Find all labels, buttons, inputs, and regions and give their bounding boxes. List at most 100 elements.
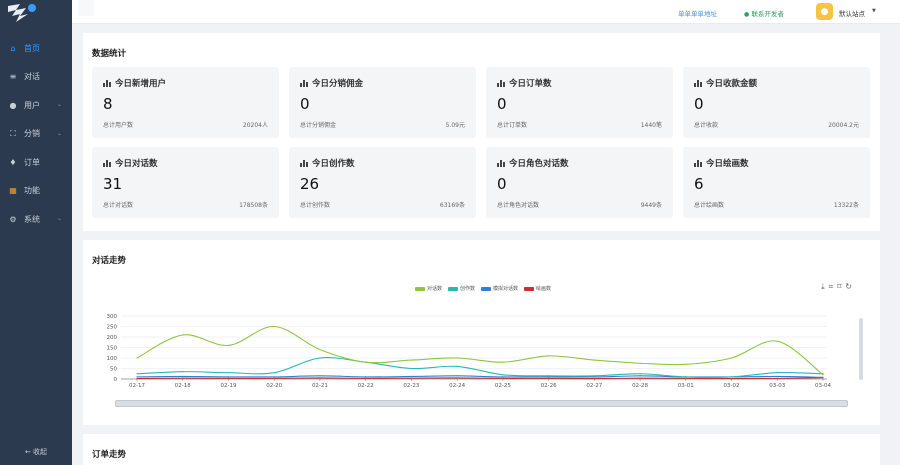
stat-total: 178508条: [239, 202, 268, 209]
sidebar-item-3[interactable]: ⛶ 分销 ⌄: [0, 120, 72, 149]
series-point: [319, 377, 321, 379]
stat-sub-label: 总计分销佣金: [300, 122, 337, 129]
zoom-reset-icon[interactable]: ⌑: [837, 282, 842, 291]
stat-card: 今日绘画数 6 总计绘画数 13322条: [683, 147, 870, 218]
series-point: [456, 375, 458, 377]
y-tick-label: 100: [107, 356, 118, 362]
series-point: [182, 377, 184, 379]
series-point: [593, 377, 595, 380]
series-line: [136, 377, 824, 380]
legend-label: 模拟对话数: [493, 286, 519, 292]
stat-label-text: 今日订单数: [509, 79, 552, 89]
series-point: [319, 357, 321, 359]
x-tick-label: 03-02: [724, 383, 740, 389]
x-tick-label: 02-17: [129, 383, 145, 389]
series-point: [136, 377, 138, 380]
collapse-sidebar-button[interactable]: ← 收起: [24, 448, 48, 456]
series-point: [273, 325, 275, 328]
series-point: [822, 376, 824, 378]
stat-value: 0: [497, 175, 507, 193]
sidebar-menu: ⌂ 首页 ≡ 对话 ● 用户 ⌄ ⛶ 分销 ⌄ ♦ 订单 ▦ 功能 ⚙ 系统 ⌄: [0, 34, 72, 234]
sidebar-item-1[interactable]: ≡ 对话: [0, 63, 72, 92]
stat-total: 5.09元: [445, 122, 465, 129]
series-point: [502, 361, 504, 363]
stat-card: 今日收款金额 0 总计收款 20004.2元: [683, 67, 870, 138]
stat-label: 今日对话数: [103, 157, 158, 169]
stat-value: 6: [694, 175, 704, 193]
series-point: [548, 355, 550, 357]
legend-item[interactable]: 对话数: [415, 285, 442, 292]
download-icon[interactable]: ⤓: [821, 282, 825, 291]
stat-sub-label: 总计订单数: [497, 122, 528, 129]
y-tick-label: 150: [107, 346, 118, 352]
series-point: [319, 375, 321, 377]
sidebar-item-label: 用户: [24, 100, 40, 110]
refresh-icon[interactable]: ↻: [845, 282, 852, 291]
legend-swatch: [448, 286, 459, 291]
series-point: [456, 357, 458, 359]
toggle-sidebar-area[interactable]: [78, 0, 94, 16]
avatar[interactable]: ●: [816, 3, 833, 20]
sidebar-item-2[interactable]: ● 用户 ⌄: [0, 91, 72, 120]
stat-sub-label: 总计对话数: [103, 202, 134, 209]
stat-label-text: 今日绘画数: [706, 159, 749, 169]
trend-title: 对话走势: [92, 256, 127, 266]
site-address-link[interactable]: 单单单单地址: [678, 10, 717, 18]
series-point: [410, 359, 412, 361]
chart-scrollbar[interactable]: [859, 318, 863, 380]
series-point: [776, 372, 778, 374]
stat-label: 今日创作数: [300, 157, 355, 169]
x-tick-label: 02-23: [403, 383, 419, 389]
sidebar-item-6[interactable]: ⚙ 系统 ⌄: [0, 205, 72, 234]
legend-label: 创作数: [460, 286, 476, 292]
chevron-down-icon: ⌄: [56, 101, 62, 108]
series-point: [365, 376, 367, 378]
stat-card: 今日角色对话数 0 总计角色对话数 9449条: [486, 147, 673, 218]
stat-label-text: 今日角色对话数: [509, 159, 569, 169]
bar-chart-icon: [300, 79, 308, 87]
share-icon: ⛶: [10, 128, 16, 138]
sidebar-item-label: 对话: [24, 72, 40, 82]
stat-value: 31: [103, 175, 123, 193]
series-point: [822, 374, 824, 376]
wechat-icon: ●: [744, 11, 750, 18]
series-point: [227, 376, 230, 378]
data-zoom-slider[interactable]: [115, 400, 848, 407]
stat-sub-label: 总计收款: [694, 122, 719, 129]
series-point: [593, 376, 595, 378]
sidebar-item-5[interactable]: ▦ 功能: [0, 177, 72, 206]
x-tick-label: 03-03: [769, 383, 785, 389]
x-tick-label: 02-25: [495, 383, 511, 389]
stat-value: 8: [103, 95, 113, 113]
series-point: [776, 340, 778, 342]
stats-title: 数据统计: [92, 49, 127, 59]
grid-icon: ▦: [9, 186, 17, 196]
series-line: [136, 357, 824, 378]
order-trend-title: 订单走势: [92, 450, 127, 460]
legend-swatch: [481, 286, 492, 291]
series-point: [273, 376, 275, 378]
legend-item[interactable]: 创作数: [448, 285, 475, 292]
sidebar-item-0[interactable]: ⌂ 首页: [0, 34, 72, 63]
contact-developer-link[interactable]: ● 联系开发者: [744, 8, 784, 18]
x-tick-label: 02-21: [312, 383, 328, 389]
legend-item[interactable]: 绘画数: [524, 285, 551, 292]
user-icon: ●: [820, 6, 829, 17]
user-name[interactable]: 默认站点: [839, 10, 865, 18]
stat-label: 今日新增用户: [103, 77, 166, 89]
bar-chart-icon: [103, 79, 111, 87]
user-icon: ●: [9, 100, 17, 110]
stat-card: 今日订单数 0 总计订单数 1440笔: [486, 67, 673, 138]
zoom-icon[interactable]: ⌗: [828, 282, 834, 291]
stat-sub-label: 总计创作数: [300, 202, 331, 209]
series-point: [456, 377, 458, 379]
chart-toolbox: ⤓ ⌗ ⌑ ↻: [821, 282, 852, 292]
legend-swatch: [524, 286, 535, 291]
chevron-down-icon[interactable]: ▼: [872, 8, 876, 14]
series-point: [776, 375, 778, 378]
home-icon: ⌂: [10, 43, 16, 53]
sidebar-item-4[interactable]: ♦ 订单: [0, 148, 72, 177]
series-point: [685, 377, 687, 379]
legend-item[interactable]: 模拟对话数: [481, 285, 518, 292]
legend-label: 对话数: [427, 286, 443, 292]
